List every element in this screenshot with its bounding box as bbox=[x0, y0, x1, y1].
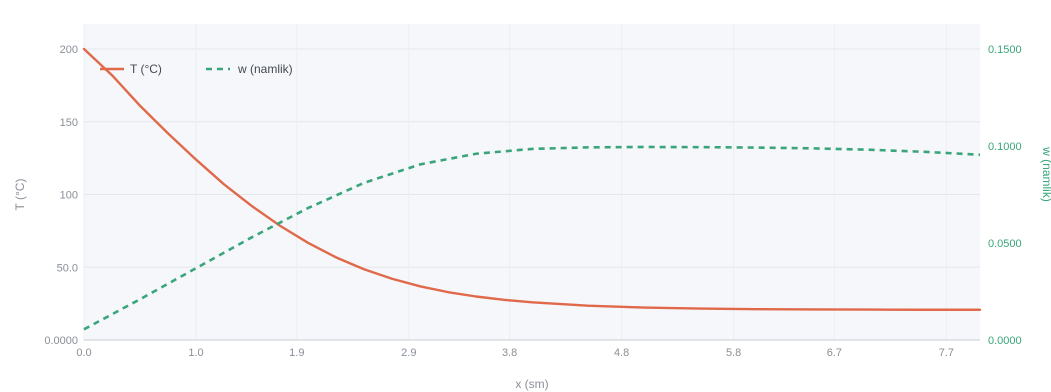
y-left-tick-label: 100 bbox=[60, 190, 78, 202]
plot-background bbox=[84, 24, 980, 340]
y-left-tick-label: 50.0 bbox=[57, 262, 78, 274]
x-tick-label: 1.9 bbox=[289, 347, 304, 359]
x-tick-label: 6.7 bbox=[827, 347, 842, 359]
legend-label-moisture: w (namlik) bbox=[237, 62, 293, 76]
y-right-axis-title: w (namlik) bbox=[1040, 146, 1051, 202]
x-tick-label: 4.8 bbox=[614, 347, 629, 359]
x-tick-label: 3.8 bbox=[502, 347, 517, 359]
series-line-moisture bbox=[83, 145, 981, 331]
y-right-tick-label: 0.0500 bbox=[988, 238, 1022, 250]
x-tick-label: 7.7 bbox=[939, 347, 954, 359]
x-axis-title: x (sm) bbox=[515, 377, 548, 391]
y-left-tick-label: 150 bbox=[60, 117, 78, 129]
x-tick-label: 0.0 bbox=[76, 347, 91, 359]
y-left-tick-label: 200 bbox=[60, 44, 78, 56]
x-tick-label: 2.9 bbox=[401, 347, 416, 359]
x-tick-label: 5.8 bbox=[726, 347, 741, 359]
x-tick-label: 1.0 bbox=[188, 347, 203, 359]
y-right-tick-label: 0.0000 bbox=[988, 335, 1022, 347]
y-right-tick-label: 0.1500 bbox=[988, 44, 1022, 56]
series-line-temperature bbox=[82, 47, 982, 311]
y-left-tick-label: 0.0000 bbox=[44, 335, 78, 347]
y-left-axis-title: T (°C) bbox=[13, 179, 27, 211]
y-right-tick-label: 0.1000 bbox=[988, 141, 1022, 153]
legend-label-temperature: T (°C) bbox=[130, 62, 162, 76]
